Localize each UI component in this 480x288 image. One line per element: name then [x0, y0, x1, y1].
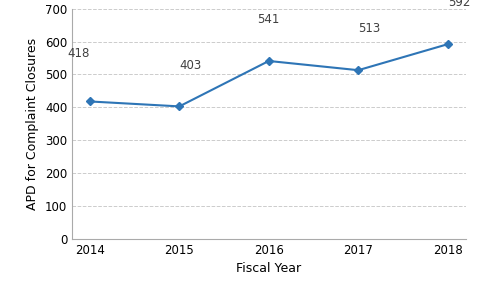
Text: 418: 418 [68, 47, 90, 60]
Text: 403: 403 [180, 59, 202, 72]
Text: 513: 513 [358, 22, 381, 35]
Text: 541: 541 [258, 13, 280, 26]
Text: 592: 592 [448, 0, 470, 10]
Y-axis label: APD for Complaint Closures: APD for Complaint Closures [26, 38, 39, 210]
X-axis label: Fiscal Year: Fiscal Year [236, 262, 301, 275]
